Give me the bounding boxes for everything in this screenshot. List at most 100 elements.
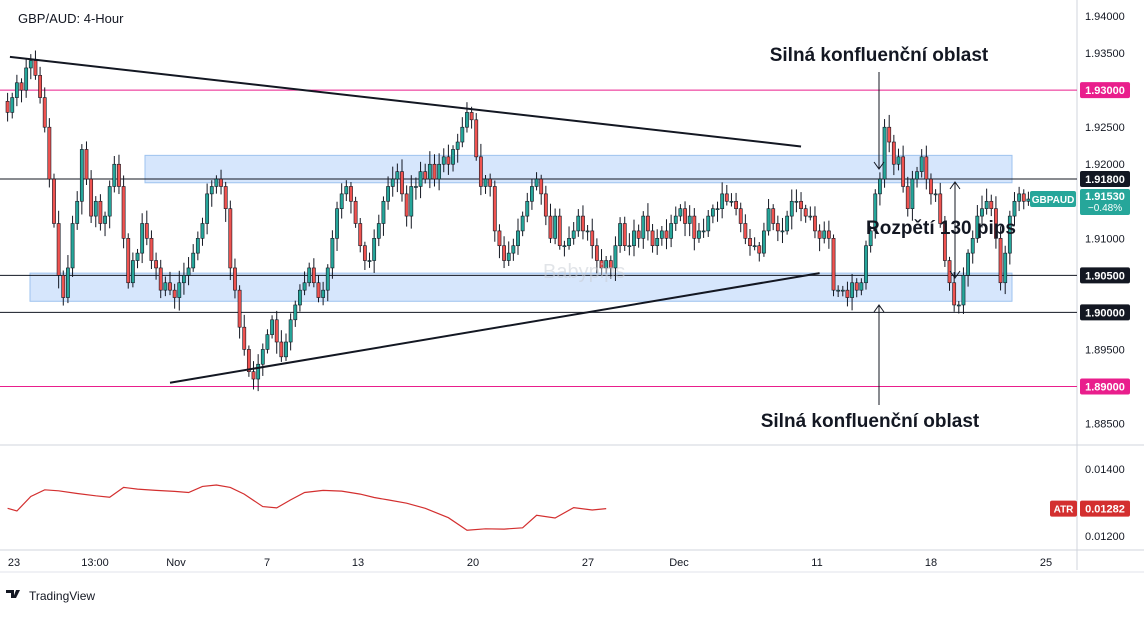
candle-body [19, 82, 24, 91]
candle-body [367, 260, 372, 262]
candle-body [998, 238, 1003, 284]
candle-body [414, 186, 418, 188]
candle-body [873, 193, 878, 232]
y-tick-label: 1.91000 [1085, 233, 1125, 245]
candle-body [799, 200, 803, 209]
candle-body [576, 215, 581, 232]
candle-body [28, 60, 33, 69]
candle-body [989, 200, 994, 209]
candle-body [655, 238, 660, 247]
price-badge-label: 1.90000 [1085, 307, 1125, 319]
candle-body [553, 215, 558, 239]
candle-body [121, 186, 126, 239]
x-tick-label: 23 [8, 557, 20, 569]
candle-body [33, 60, 38, 76]
atr-y-tick-label: 0.01400 [1085, 464, 1125, 476]
candle-body [451, 149, 455, 165]
candle-body [409, 186, 414, 217]
candle-body [404, 193, 409, 217]
candle-body [557, 215, 562, 247]
candle-body [103, 215, 107, 224]
candle-body [455, 141, 460, 150]
candle-body [864, 245, 868, 284]
y-tick-label: 1.92500 [1085, 122, 1125, 134]
candle-body [766, 208, 771, 232]
candle-body [330, 238, 335, 269]
candle-body [901, 156, 906, 187]
candle-body [1003, 252, 1008, 284]
candle-body [265, 334, 270, 350]
price-badge [1080, 82, 1130, 99]
candle-body [585, 230, 590, 233]
price-badge [1080, 304, 1130, 321]
price-badge [1080, 171, 1130, 188]
candle-body [646, 215, 650, 232]
candle-body [14, 82, 19, 98]
candle-body [697, 230, 701, 239]
candle-body [302, 282, 307, 291]
candle-body [270, 319, 274, 335]
candle-body [298, 289, 302, 306]
candle-body [896, 156, 901, 165]
price-badge-label: 1.91800 [1085, 174, 1125, 186]
candle-body [878, 178, 882, 195]
candle-body [42, 97, 47, 128]
candle-body [933, 193, 938, 196]
candle-body [400, 171, 404, 195]
candle-body [56, 223, 61, 276]
candle-body [149, 238, 154, 261]
candle-body [604, 260, 609, 269]
candle-body [924, 156, 929, 180]
candle-body [910, 178, 915, 209]
candle-body [562, 245, 567, 248]
candle-body [10, 97, 15, 113]
candle-body [126, 238, 131, 284]
candle-body [715, 208, 720, 210]
candle-body [534, 178, 539, 187]
atr-value-label: 0.01282 [1085, 504, 1125, 516]
current-price-change: −0.48% [1088, 203, 1122, 214]
candle-body [952, 282, 957, 306]
candle-body [362, 245, 367, 261]
candle-body [956, 304, 961, 307]
candle-body [599, 260, 604, 269]
candle-body [891, 141, 896, 165]
candle-body [520, 215, 525, 232]
chart-annotation: Rozpětí 130 pips [866, 218, 1016, 239]
candle-body [144, 223, 149, 239]
candle-body [882, 126, 887, 180]
x-tick-label: 11 [811, 557, 822, 569]
candle-body [288, 319, 293, 343]
atr-line [7, 484, 607, 531]
candle-body [325, 267, 330, 291]
candle-body [859, 282, 864, 291]
candle-body [613, 245, 618, 269]
price-badge-label: 1.93000 [1085, 85, 1125, 97]
candle-body [984, 200, 989, 209]
x-tick-label: 25 [1040, 557, 1052, 569]
x-tick-label: 20 [467, 557, 479, 569]
candle-body [683, 208, 687, 224]
footer-brand: TradingView [29, 589, 95, 603]
candle-body [154, 260, 158, 269]
candle-body [506, 252, 511, 261]
candle-body [594, 245, 599, 261]
candle-body [1017, 193, 1022, 202]
chart-annotation: Silná konfluenční oblast [770, 45, 989, 66]
candle-body [492, 186, 497, 232]
candle-body [358, 223, 363, 247]
candle-body [868, 230, 873, 247]
candle-body [140, 223, 145, 254]
candle-body [850, 282, 854, 298]
candle-body [794, 200, 799, 203]
candle-body [729, 200, 734, 203]
candle-body [112, 163, 117, 187]
candle-body [641, 215, 646, 239]
candle-body [478, 156, 483, 187]
candle-body [785, 215, 790, 232]
candle-body [854, 282, 859, 291]
candle-body [743, 223, 748, 239]
candle-body [84, 149, 89, 180]
candle-body [52, 178, 56, 224]
candle-body [664, 230, 669, 239]
